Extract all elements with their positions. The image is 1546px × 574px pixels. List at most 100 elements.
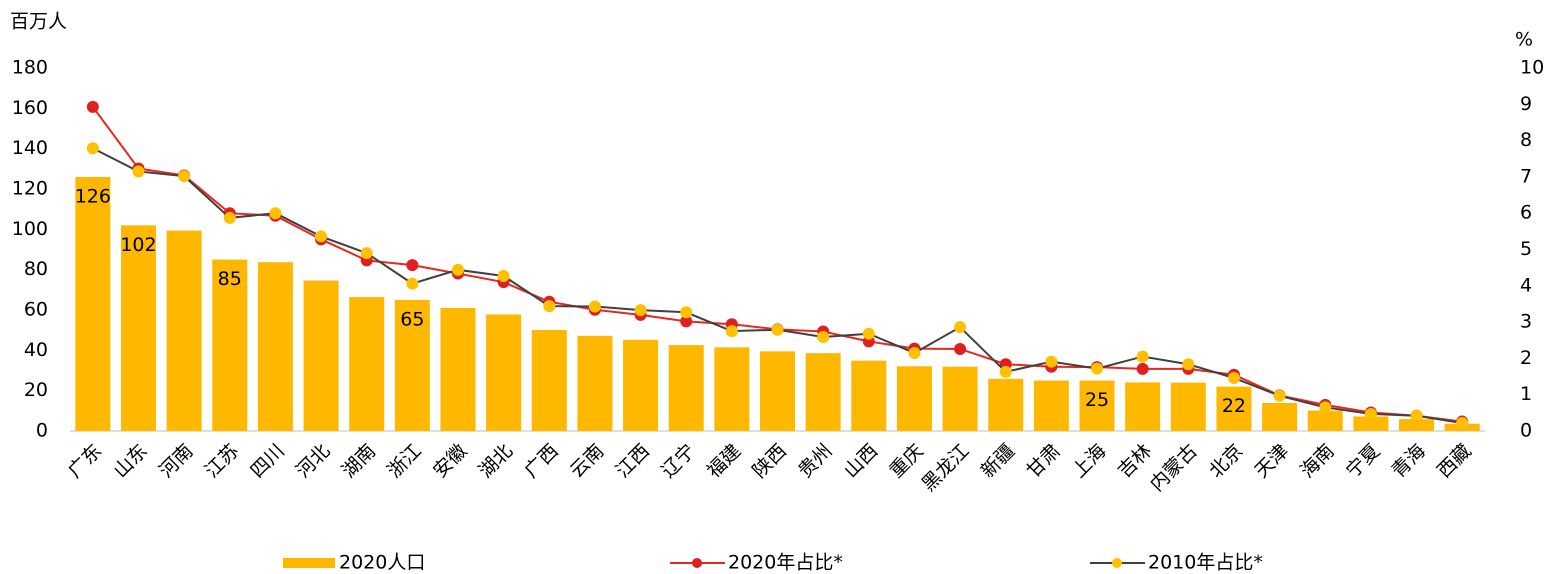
x-tick-label: 西藏 [1433, 440, 1475, 482]
x-tick-label: 贵州 [794, 440, 836, 482]
marker [1456, 417, 1469, 430]
marker [315, 230, 328, 243]
marker [1319, 401, 1332, 414]
y-tick-label: 180 [12, 57, 48, 79]
x-tick-label: 江西 [612, 440, 654, 482]
y2-tick-label: 5 [1520, 238, 1532, 260]
y-tick-label: 20 [24, 379, 48, 401]
y-tick-label: 0 [36, 420, 48, 442]
marker [634, 304, 647, 317]
data-label: 65 [400, 308, 424, 330]
marker [1410, 409, 1423, 422]
marker [497, 269, 510, 282]
x-tick-label: 宁夏 [1342, 440, 1384, 482]
x-tick-label: 新疆 [977, 440, 1019, 482]
bar [1399, 419, 1435, 431]
marker [1136, 362, 1149, 375]
bar [623, 339, 659, 431]
y2-axis-title: % [1515, 29, 1533, 51]
marker [1227, 372, 1240, 385]
bar [805, 353, 841, 431]
marker [862, 327, 875, 340]
x-tick-label: 上海 [1068, 440, 1110, 482]
y-tick-label: 160 [12, 97, 48, 119]
x-tick-label: 广西 [520, 440, 562, 482]
bar [1262, 402, 1298, 431]
marker [1364, 407, 1377, 420]
marker [999, 365, 1012, 378]
marker [360, 247, 373, 260]
x-tick-label: 云南 [566, 440, 608, 482]
marker [1273, 389, 1286, 402]
x-tick-label: 江苏 [201, 440, 243, 482]
y-tick-label: 120 [12, 178, 48, 200]
y2-tick-label: 9 [1520, 93, 1532, 115]
marker [1136, 350, 1149, 363]
bar [394, 299, 430, 431]
bar [1307, 410, 1343, 431]
data-label: 25 [1085, 389, 1109, 411]
marker [954, 321, 967, 334]
bar [988, 378, 1024, 431]
y-tick-label: 100 [12, 218, 48, 240]
marker [223, 211, 236, 224]
marker [132, 165, 145, 178]
bar [1216, 386, 1252, 431]
y-tick-label: 80 [24, 258, 48, 280]
data-label: 126 [75, 185, 111, 207]
bar [531, 329, 567, 431]
bar [1353, 416, 1389, 431]
y2-tick-label: 7 [1520, 165, 1532, 187]
bar [212, 259, 248, 431]
x-tick-label: 河南 [155, 440, 197, 482]
x-tick-label: 山东 [109, 440, 151, 482]
bar [942, 366, 978, 431]
x-tick-label: 黑龙江 [918, 440, 974, 496]
legend-swatch [283, 558, 335, 568]
bar [486, 314, 522, 431]
bar [851, 360, 887, 431]
bar [303, 280, 339, 431]
y-tick-label: 40 [24, 339, 48, 361]
bar [668, 345, 704, 431]
marker [406, 259, 419, 272]
x-tick-label: 内蒙古 [1146, 440, 1202, 496]
y2-tick-label: 4 [1520, 274, 1532, 296]
bar [349, 297, 385, 431]
data-label: 85 [218, 268, 242, 290]
marker [771, 323, 784, 336]
x-tick-label: 湖北 [475, 440, 517, 482]
legend-marker [1112, 558, 1122, 568]
y2-tick-label: 2 [1520, 347, 1532, 369]
x-tick-label: 海南 [1296, 440, 1338, 482]
marker [908, 346, 921, 359]
legend-label: 2020年占比* [728, 552, 843, 574]
bar [1170, 382, 1206, 431]
x-tick-label: 安徽 [429, 440, 471, 482]
marker [269, 207, 282, 220]
bar [166, 230, 202, 431]
x-tick-label: 河北 [292, 440, 334, 482]
y2-tick-label: 3 [1520, 311, 1532, 333]
bar [120, 225, 156, 431]
y-axis-title: 百万人 [10, 11, 67, 33]
x-tick-label: 甘肃 [1022, 440, 1064, 482]
marker [954, 342, 967, 355]
marker [86, 142, 99, 155]
marker [588, 300, 601, 313]
bar [257, 262, 293, 431]
bar [75, 176, 111, 431]
x-tick-label: 天津 [1251, 440, 1293, 482]
marker [1182, 358, 1195, 371]
y2-tick-label: 1 [1520, 383, 1532, 405]
bar [1033, 380, 1069, 431]
y2-tick-label: 6 [1520, 202, 1532, 224]
marker [725, 325, 738, 338]
bar [714, 347, 750, 431]
y-tick-label: 140 [12, 137, 48, 159]
bar [440, 307, 476, 431]
y2-tick-label: 0 [1520, 420, 1532, 442]
marker [817, 330, 830, 343]
marker [543, 300, 556, 313]
x-tick-label: 湖南 [338, 440, 380, 482]
